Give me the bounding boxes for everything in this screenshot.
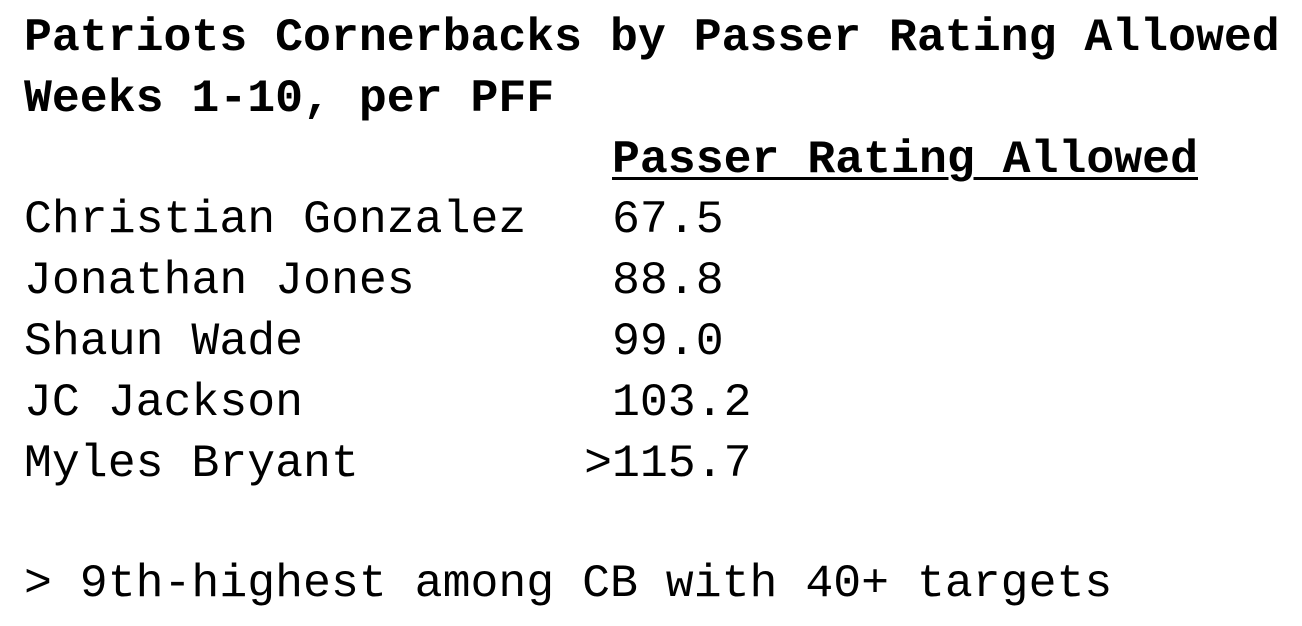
passer-rating: 67.5 xyxy=(612,193,724,246)
player-name: Jonathan Jones xyxy=(24,254,415,307)
footnote: > 9th-highest among CB with 40+ targets xyxy=(24,557,1113,610)
passer-rating: 99.0 xyxy=(612,315,724,368)
subtitle: Weeks 1-10, per PFF xyxy=(24,72,555,125)
passer-rating: 103.2 xyxy=(612,376,752,429)
player-name: JC Jackson xyxy=(24,376,304,429)
player-name: Christian Gonzalez xyxy=(24,193,527,246)
player-name: Myles Bryant xyxy=(24,437,359,490)
player-name: Shaun Wade xyxy=(24,315,304,368)
column-header: Passer Rating Allowed xyxy=(612,133,1198,186)
passer-rating: >115.7 xyxy=(584,437,752,490)
passer-rating: 88.8 xyxy=(612,254,724,307)
title: Patriots Cornerbacks by Passer Rating Al… xyxy=(24,11,1280,64)
